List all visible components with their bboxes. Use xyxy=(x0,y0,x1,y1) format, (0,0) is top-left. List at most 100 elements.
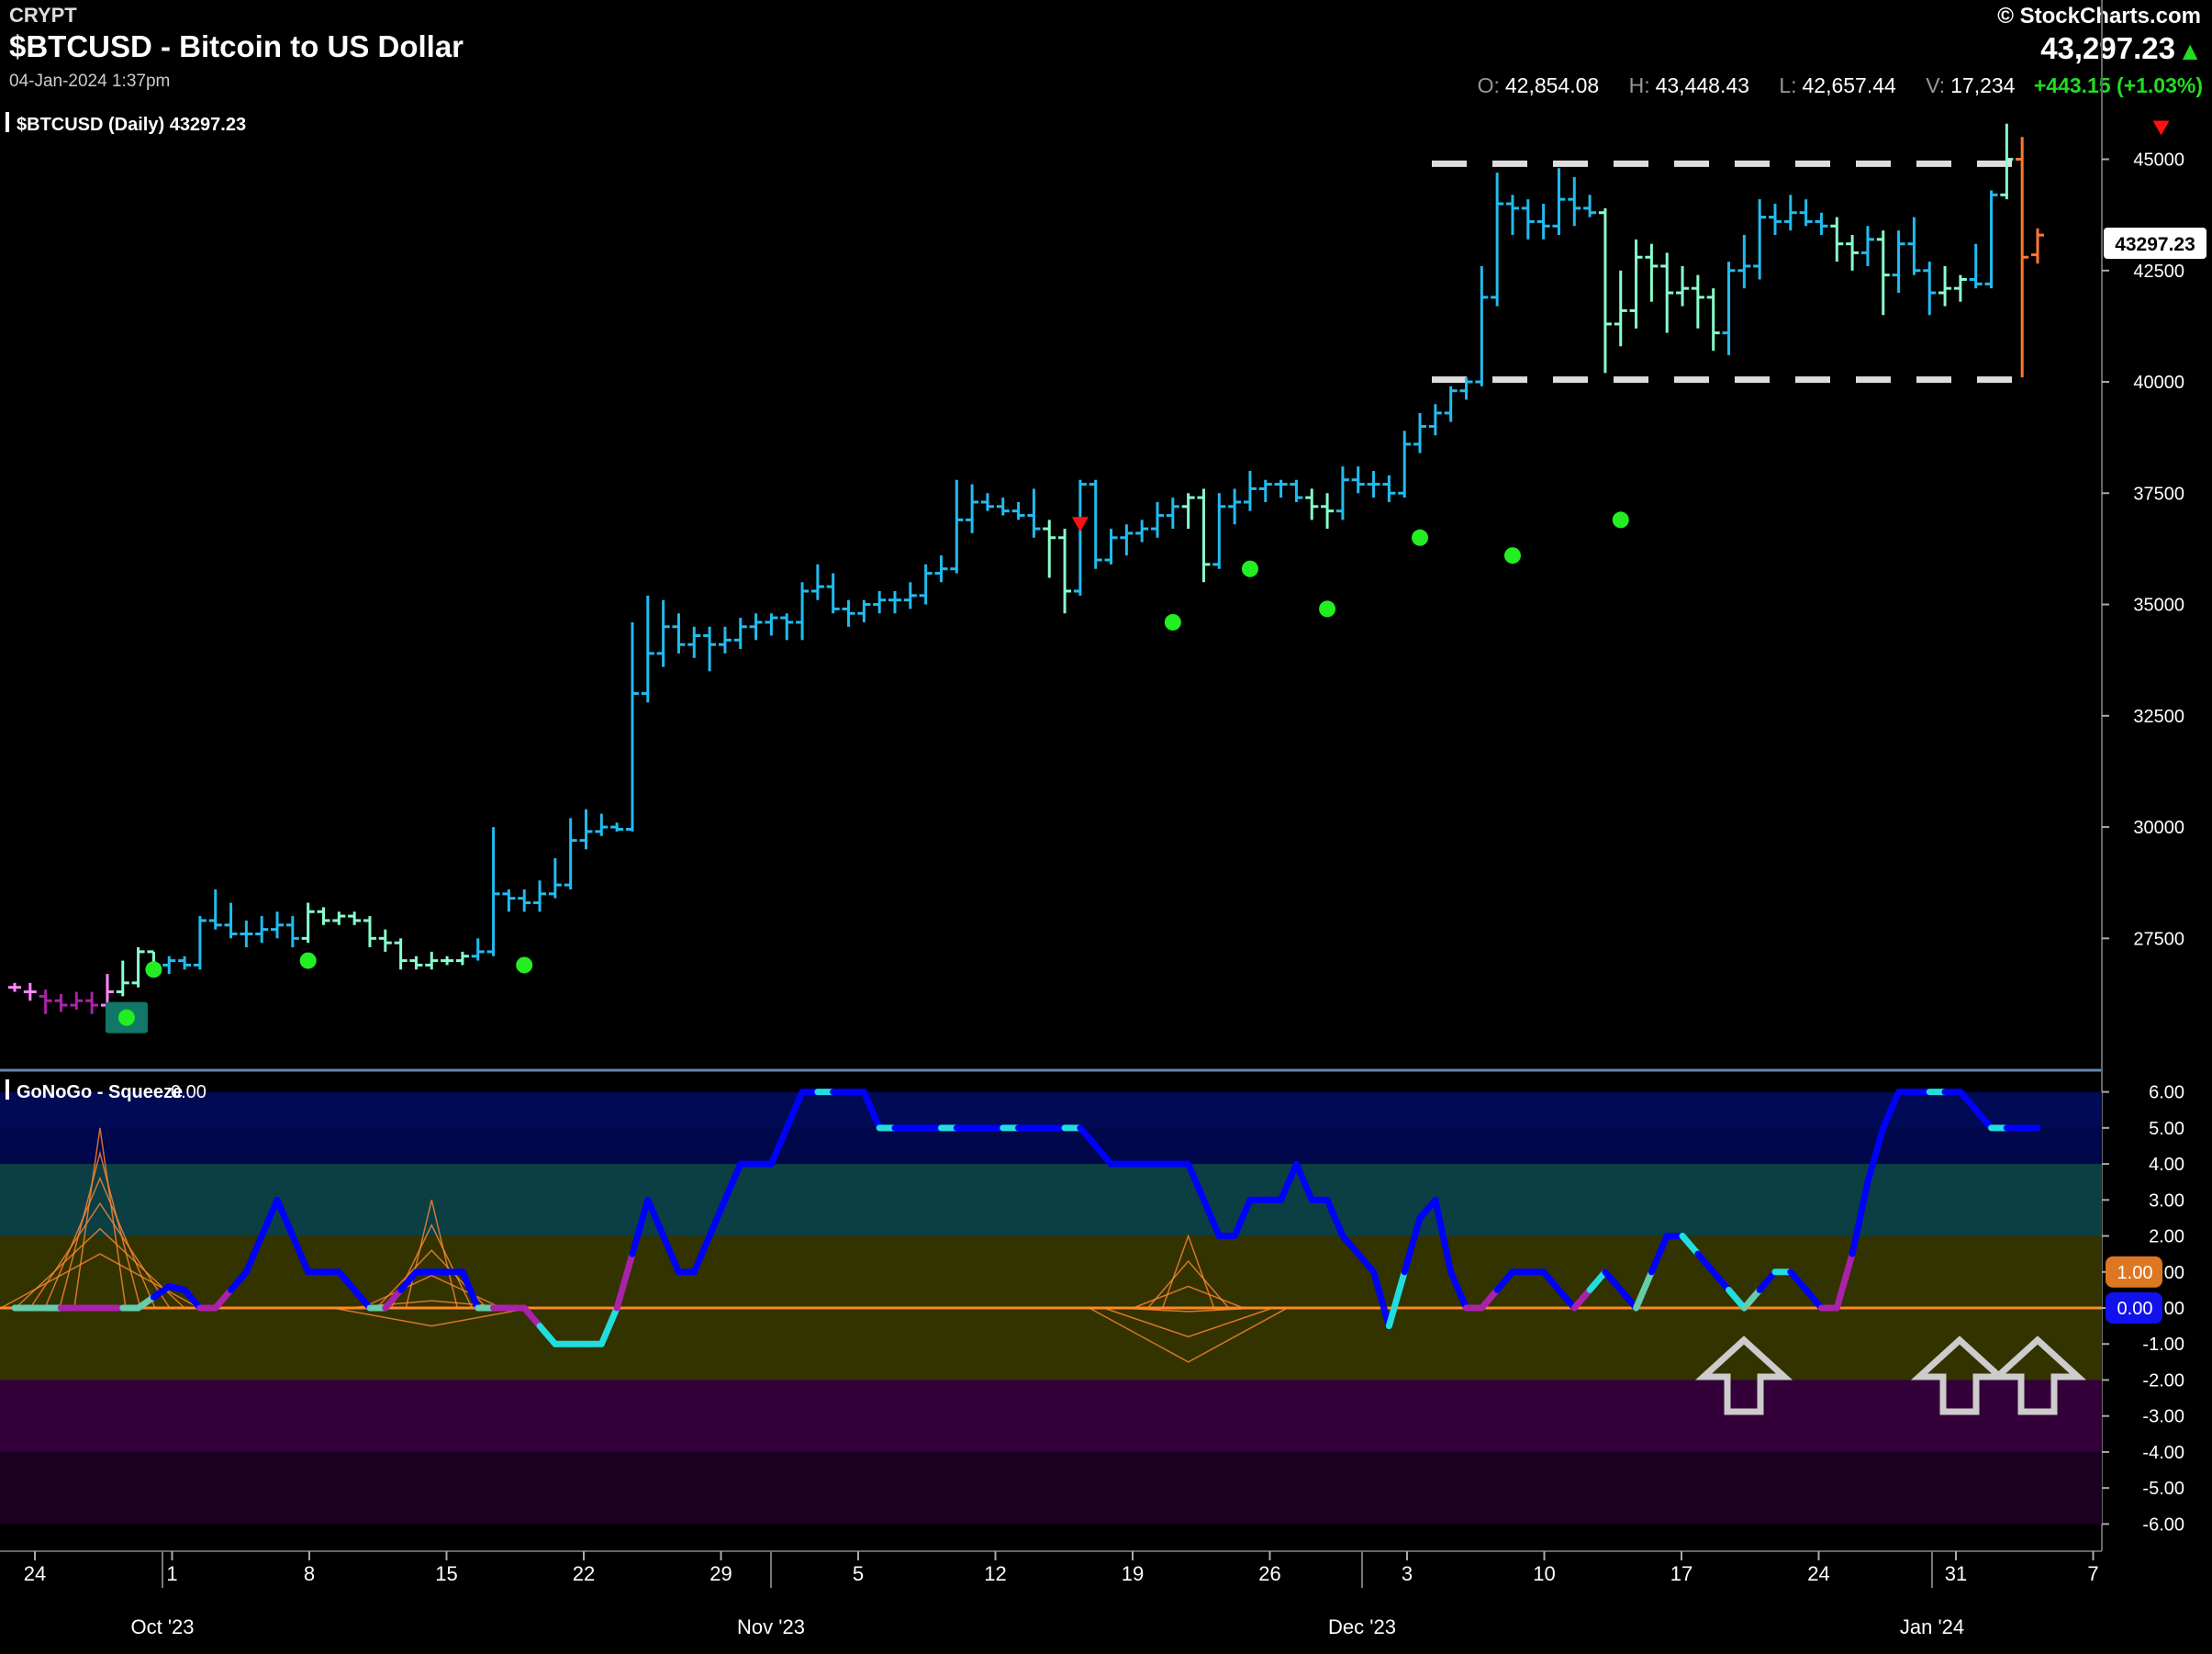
oscillator-segment xyxy=(1602,1268,1625,1293)
oscillator-label-bar xyxy=(6,1079,9,1100)
last-price: 43,297.23 xyxy=(2040,31,2175,65)
date-tick-label: 17 xyxy=(1670,1562,1693,1585)
date-tick-label: 3 xyxy=(1402,1562,1413,1585)
squeeze-cone xyxy=(361,1274,502,1309)
oscillator-label-value: 0.00 xyxy=(171,1082,207,1102)
oscillator-segment xyxy=(1278,1160,1300,1203)
oscillator-segment xyxy=(228,1268,250,1293)
squeeze-cone xyxy=(390,1224,473,1309)
date-tick-label: 19 xyxy=(1122,1562,1144,1585)
oscillator-tick-label: 5.00 xyxy=(2149,1119,2184,1139)
price-tick-label: 37500 xyxy=(2133,484,2184,504)
date-tick-label: 8 xyxy=(304,1562,315,1585)
low-label: L: xyxy=(1779,73,1797,97)
squeeze-cone xyxy=(1147,1259,1230,1309)
date-tick-label: 24 xyxy=(24,1562,46,1585)
oscillator-segment xyxy=(520,1304,543,1330)
oscillator-tick-label: -6.00 xyxy=(2142,1514,2184,1535)
oscillator-segment xyxy=(1633,1268,1655,1312)
oscillator-segment xyxy=(1694,1250,1717,1276)
go-dot xyxy=(1164,613,1181,631)
squeeze-tag xyxy=(2106,1256,2162,1288)
oscillator-segment xyxy=(1077,1124,1100,1149)
oscillator-segment xyxy=(660,1233,682,1276)
month-label: Dec '23 xyxy=(1328,1615,1396,1638)
oscillator-segment xyxy=(212,1286,235,1312)
squeeze-cone xyxy=(332,1307,531,1327)
oscillator-segment xyxy=(1957,1089,1980,1113)
oscillator-segment xyxy=(1972,1106,1995,1132)
oscillator-segment xyxy=(613,1250,636,1312)
zero-tag xyxy=(2106,1292,2162,1324)
oscillator-segment xyxy=(1324,1196,1346,1240)
oscillator-band xyxy=(0,1164,2102,1236)
up-arrow-annotation-icon xyxy=(1694,1335,1793,1415)
oscillator-band xyxy=(0,1091,2102,1128)
oscillator-segment xyxy=(1710,1268,1733,1293)
zero-tag-text: 0.00 xyxy=(2117,1299,2153,1319)
oscillator-segment xyxy=(351,1286,374,1312)
oscillator-tick-label: -5.00 xyxy=(2142,1479,2184,1499)
oscillator-segment xyxy=(1679,1233,1702,1257)
timestamp: 04-Jan-2024 1:37pm xyxy=(9,72,171,91)
last-price-tag xyxy=(2104,228,2206,259)
price-tick-label: 42500 xyxy=(2133,262,2184,282)
go-marker-dot xyxy=(117,1009,135,1026)
oscillator-segment xyxy=(459,1268,482,1312)
squeeze-cone xyxy=(73,1127,127,1309)
oscillator-segment xyxy=(1586,1268,1609,1293)
date-tick-label: 15 xyxy=(435,1562,457,1585)
month-label: Jan '24 xyxy=(1900,1615,1964,1638)
oscillator-segment xyxy=(1787,1268,1810,1293)
oscillator-segment xyxy=(1540,1268,1562,1293)
nogo-triangle xyxy=(2152,120,2170,136)
oscillator-segment xyxy=(274,1196,296,1240)
oscillator-segment xyxy=(1756,1268,1779,1293)
squeeze-cone xyxy=(1133,1285,1244,1309)
oscillator-segment xyxy=(382,1286,405,1312)
oscillator-segment xyxy=(335,1268,358,1293)
oscillator-segment xyxy=(598,1304,620,1347)
date-tick-label: 10 xyxy=(1533,1562,1555,1585)
go-dot xyxy=(516,956,533,974)
squeeze-tag-text: 1.00 xyxy=(2117,1263,2153,1283)
date-tick-label: 26 xyxy=(1258,1562,1280,1585)
oscillator-band xyxy=(0,1451,2102,1525)
price-change: +443.15 (+1.03%) xyxy=(2033,73,2203,97)
month-label: Oct '23 xyxy=(130,1615,194,1638)
oscillator-segment xyxy=(1092,1142,1115,1168)
oscillator-segment xyxy=(1555,1286,1578,1312)
oscillator-segment xyxy=(1292,1160,1315,1203)
oscillator-segment xyxy=(1478,1286,1501,1312)
up-arrow-icon: ▲ xyxy=(2177,37,2203,65)
go-dot xyxy=(299,952,317,969)
oscillator-label: GoNoGo - Squeeze xyxy=(17,1082,183,1102)
chart-title: $BTCUSD - Bitcoin to US Dollar xyxy=(9,29,464,63)
oscillator-segment xyxy=(1370,1268,1392,1330)
oscillator-tick-label: -1.00 xyxy=(2142,1335,2184,1355)
oscillator-tick-label: 2.00 xyxy=(2149,1227,2184,1247)
date-tick-label: 7 xyxy=(2087,1562,2098,1585)
oscillator-segment xyxy=(1355,1250,1378,1276)
oscillator-segment xyxy=(1726,1286,1748,1312)
go-dot xyxy=(1319,600,1336,618)
squeeze-cone xyxy=(59,1150,141,1309)
oscillator-segment xyxy=(1385,1268,1408,1330)
oscillator-segment xyxy=(1880,1089,1903,1132)
squeeze-cone xyxy=(1089,1307,1289,1363)
oscillator-segment xyxy=(181,1286,204,1312)
price-tick-label: 35000 xyxy=(2133,596,2184,616)
oscillator-segment xyxy=(1864,1124,1887,1186)
up-arrow-annotation-icon xyxy=(1988,1335,2087,1415)
price-label-bar xyxy=(6,112,9,132)
squeeze-cone xyxy=(1161,1234,1215,1309)
date-tick-label: 24 xyxy=(1807,1562,1829,1585)
date-tick-label: 12 xyxy=(984,1562,1006,1585)
oscillator-tick-label: -2.00 xyxy=(2142,1370,2184,1391)
brand-logo: © StockCharts.com xyxy=(1997,4,2201,28)
oscillator-segment xyxy=(629,1196,652,1257)
oscillator-segment xyxy=(536,1323,559,1347)
squeeze-cone xyxy=(1103,1307,1273,1338)
oscillator-segment xyxy=(1339,1233,1362,1257)
